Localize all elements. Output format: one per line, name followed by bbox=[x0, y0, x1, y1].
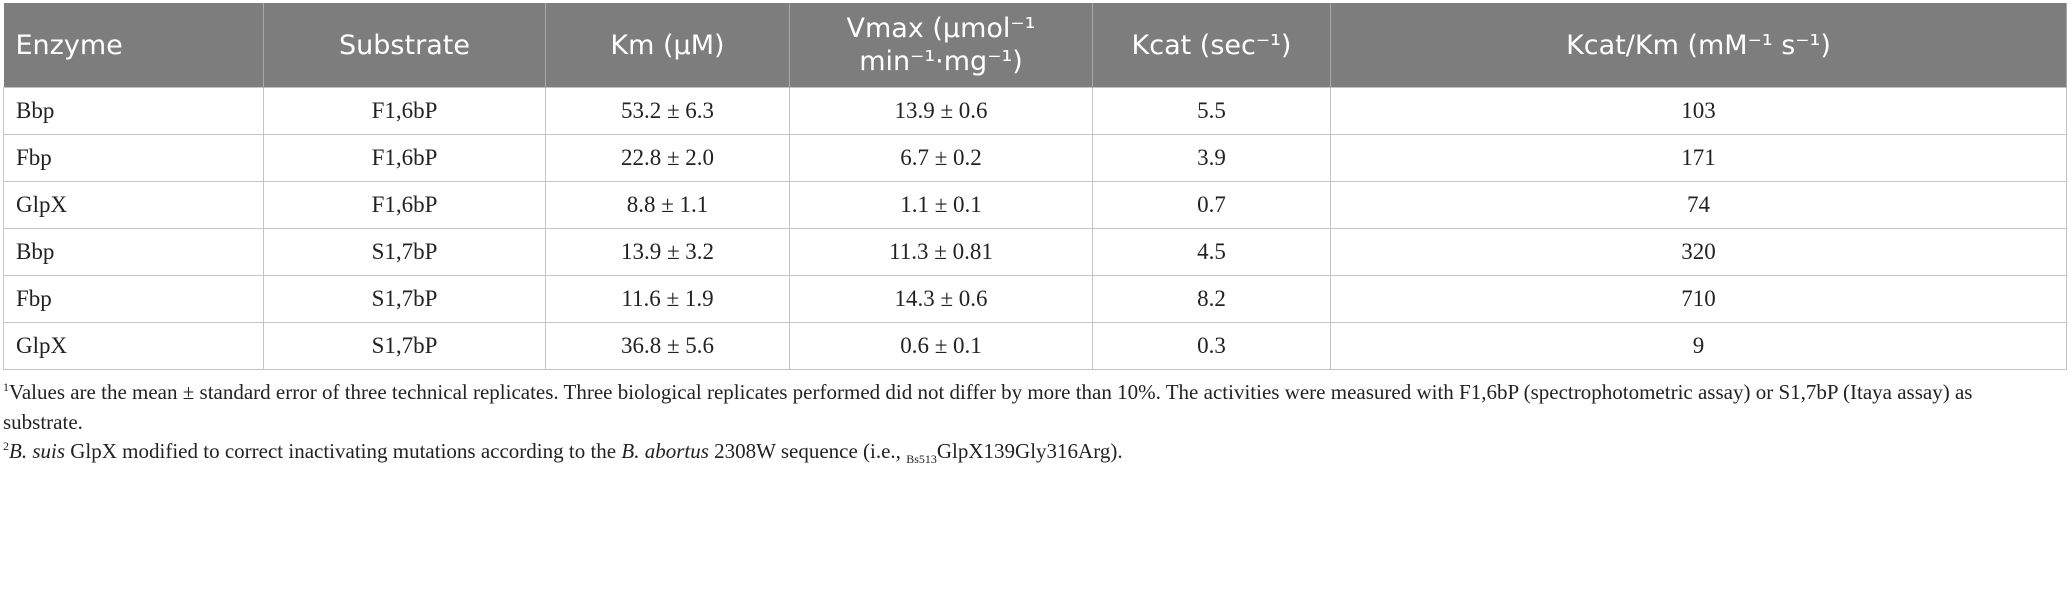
table-cell: Fbp bbox=[3, 275, 264, 323]
table-cell: 13.9 ± 3.2 bbox=[545, 228, 790, 276]
header-cell: Km (μM) bbox=[545, 3, 790, 88]
table-cell: 11.6 ± 1.9 bbox=[545, 275, 790, 323]
table-cell: 0.3 bbox=[1092, 322, 1331, 370]
table-cell: 4.5 bbox=[1092, 228, 1331, 276]
table-cell: Fbp bbox=[3, 134, 264, 182]
header-row: Enzyme Substrate Km (μM) Vmax (μmol⁻¹ min⁻¹… bbox=[3, 3, 2067, 88]
table-row: Bbp F1,6bP 53.2 ± 6.3 13.9 ± 0.6 5.5 103 bbox=[3, 87, 2067, 135]
footnote-text: GlpX139Gly316Arg). bbox=[936, 439, 1123, 463]
table-cell: F1,6bP bbox=[263, 87, 546, 135]
table-cell: 22.8 ± 2.0 bbox=[545, 134, 790, 182]
table-cell: F1,6bP bbox=[263, 134, 546, 182]
table-cell: 1.1 ± 0.1 bbox=[789, 181, 1093, 229]
table-cell: 8.2 bbox=[1092, 275, 1331, 323]
table-cell: 36.8 ± 5.6 bbox=[545, 322, 790, 370]
footnote: 1Values are the mean ± standard error of… bbox=[3, 372, 2043, 437]
table-cell: 14.3 ± 0.6 bbox=[789, 275, 1093, 323]
table-cell: F1,6bP bbox=[263, 181, 546, 229]
table-cell: 3.9 bbox=[1092, 134, 1331, 182]
table-cell: S1,7bP bbox=[263, 228, 546, 276]
table-body: Bbp F1,6bP 53.2 ± 6.3 13.9 ± 0.6 5.5 103 Fbp F1… bbox=[3, 87, 2067, 370]
table-cell: 171 bbox=[1330, 134, 2067, 182]
footnote-text: GlpX modified to correct inactivating mu… bbox=[65, 439, 622, 463]
table-cell: 53.2 ± 6.3 bbox=[545, 87, 790, 135]
footnote-text: Values are the mean ± standard error of … bbox=[3, 380, 1973, 434]
footnote-species: B. abortus bbox=[621, 439, 709, 463]
data-table: Enzyme Substrate Km (μM) Vmax (μmol⁻¹ min⁻¹… bbox=[3, 3, 2067, 370]
table-row: GlpX F1,6bP 8.8 ± 1.1 1.1 ± 0.1 0.7 74 bbox=[3, 181, 2067, 229]
table-cell: 11.3 ± 0.81 bbox=[789, 228, 1093, 276]
table-row: Bbp S1,7bP 13.9 ± 3.2 11.3 ± 0.81 4.5 320 bbox=[3, 228, 2067, 276]
table-cell: 103 bbox=[1330, 87, 2067, 135]
table-row: Fbp S1,7bP 11.6 ± 1.9 14.3 ± 0.6 8.2 710 bbox=[3, 275, 2067, 323]
header-cell: Kcat/Km (mM⁻¹ s⁻¹) bbox=[1330, 3, 2067, 88]
footnote: 2B. suis GlpX modified to correct inacti… bbox=[3, 431, 2043, 474]
table-cell: 13.9 ± 0.6 bbox=[789, 87, 1093, 135]
header-cell: Vmax (μmol⁻¹ min⁻¹·mg⁻¹) bbox=[789, 3, 1093, 88]
table-row: Fbp F1,6bP 22.8 ± 2.0 6.7 ± 0.2 3.9 171 bbox=[3, 134, 2067, 182]
table-cell: 0.7 bbox=[1092, 181, 1331, 229]
table-cell: 74 bbox=[1330, 181, 2067, 229]
footnote-text: 2308W sequence (i.e., bbox=[708, 439, 907, 463]
table-cell: 0.6 ± 0.1 bbox=[789, 322, 1093, 370]
table-cell: GlpX bbox=[3, 181, 264, 229]
header-cell: Substrate bbox=[263, 3, 546, 88]
footnote-marker: 2 bbox=[3, 439, 9, 453]
table-cell: Bbp bbox=[3, 228, 264, 276]
footnote-species: B. suis bbox=[9, 439, 66, 463]
header-cell: Kcat (sec⁻¹) bbox=[1092, 3, 1331, 88]
table-row: GlpX S1,7bP 36.8 ± 5.6 0.6 ± 0.1 0.3 9 bbox=[3, 322, 2067, 370]
footnote-marker: 1 bbox=[3, 380, 9, 394]
table-cell: GlpX bbox=[3, 322, 264, 370]
table-cell: 6.7 ± 0.2 bbox=[789, 134, 1093, 182]
table-cell: 9 bbox=[1330, 322, 2067, 370]
table-cell: 8.8 ± 1.1 bbox=[545, 181, 790, 229]
table-cell: 710 bbox=[1330, 275, 2067, 323]
header-cell: Enzyme bbox=[3, 3, 264, 88]
footnote-subscript: Bs513 bbox=[906, 452, 937, 467]
table-cell: Bbp bbox=[3, 87, 264, 135]
table-cell: 320 bbox=[1330, 228, 2067, 276]
table-cell: 5.5 bbox=[1092, 87, 1331, 135]
table-cell: S1,7bP bbox=[263, 275, 546, 323]
table-cell: S1,7bP bbox=[263, 322, 546, 370]
